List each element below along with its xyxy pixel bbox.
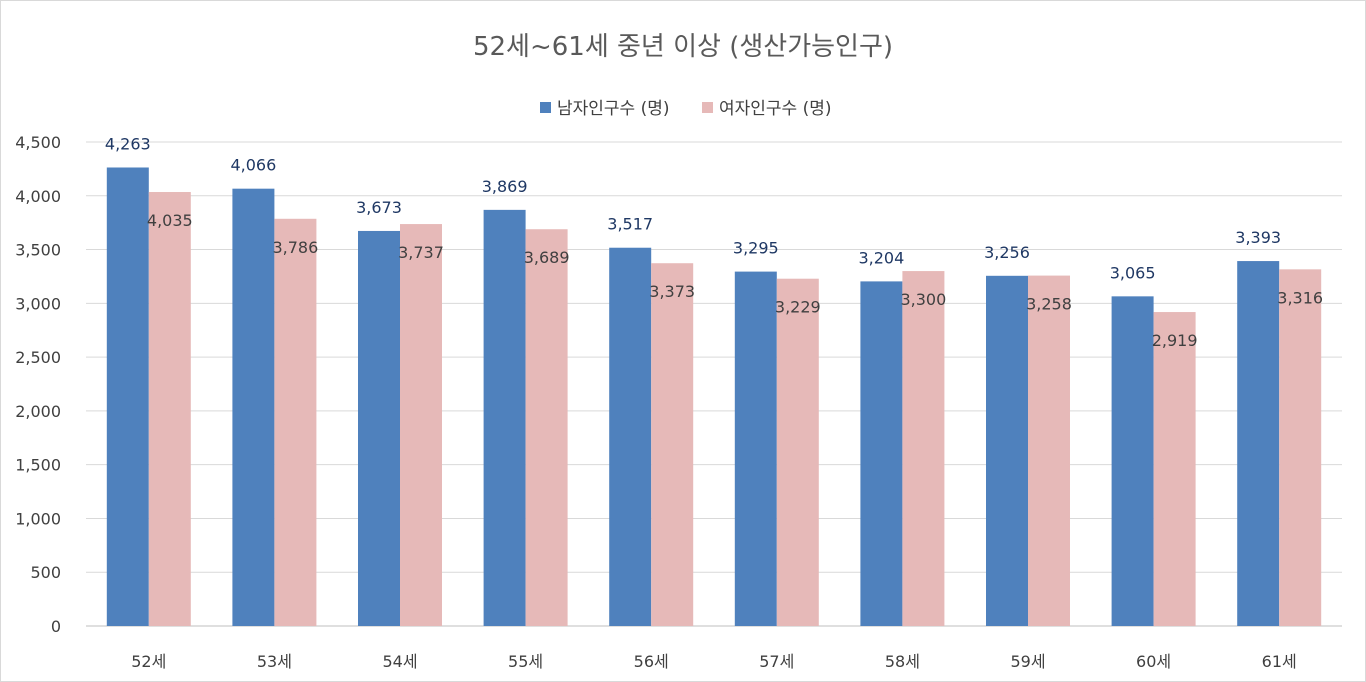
y-tick-label: 4,000 [15, 187, 61, 206]
legend-swatch-female [702, 102, 713, 113]
data-label-female: 3,258 [1026, 295, 1072, 314]
x-category-label: 59세 [1010, 652, 1045, 671]
bar-female [1028, 275, 1070, 626]
data-label-female: 3,689 [524, 248, 570, 267]
data-label-female: 4,035 [147, 211, 193, 230]
x-category-label: 52세 [131, 652, 166, 671]
data-label-female: 3,737 [398, 243, 444, 262]
data-label-male: 3,869 [482, 177, 528, 196]
x-category-label: 58세 [885, 652, 920, 671]
y-tick-label: 0 [51, 617, 61, 636]
legend-swatch-male [540, 102, 551, 113]
y-axis-ticks: 0 500 1,000 1,500 2,000 2,500 3,000 3,500 4,000 4… [15, 133, 61, 636]
data-label-female: 3,316 [1277, 288, 1323, 307]
bar-male [986, 275, 1028, 626]
legend-label-male: 남자인구수 (명) [557, 99, 670, 119]
data-label-female: 2,919 [1152, 331, 1198, 350]
y-tick-label: 2,000 [15, 402, 61, 421]
bars [106, 167, 1322, 627]
data-label-male: 3,673 [356, 198, 402, 217]
bar-male [860, 281, 903, 626]
x-category-label: 56세 [634, 652, 669, 671]
bar-female [651, 263, 694, 626]
bar-female [1153, 312, 1196, 626]
y-tick-label: 2,500 [15, 348, 61, 367]
x-category-label: 60세 [1136, 652, 1171, 671]
bar-male [358, 230, 400, 627]
data-label-female: 3,373 [649, 282, 695, 301]
y-tick-label: 3,000 [15, 294, 61, 313]
x-category-label: 53세 [257, 652, 292, 671]
bar-female [400, 224, 442, 627]
bar-male [609, 247, 652, 626]
x-category-label: 61세 [1262, 652, 1297, 671]
bar-male [483, 209, 526, 626]
data-label-female: 3,229 [775, 298, 821, 317]
x-axis-categories: 52세 53세 54세 55세 56세 57세 58세 59세 60세 61세 [131, 652, 1296, 671]
bar-male [232, 188, 275, 626]
bar-male [106, 167, 149, 626]
data-label-male: 3,517 [607, 215, 653, 234]
bar-male [1111, 296, 1154, 626]
bar-female [1279, 269, 1322, 626]
data-label-male: 4,066 [230, 156, 276, 175]
bar-female [902, 271, 945, 626]
legend-label-female: 여자인구수 (명) [719, 99, 832, 119]
data-label-male: 3,065 [1110, 263, 1156, 282]
data-label-male: 4,263 [105, 134, 151, 153]
y-tick-label: 500 [30, 563, 61, 582]
data-label-male: 3,295 [733, 239, 779, 258]
y-tick-label: 1,000 [15, 509, 61, 528]
data-label-male: 3,393 [1235, 228, 1281, 247]
bar-male [1237, 261, 1280, 626]
bar-female [776, 278, 819, 626]
x-category-label: 54세 [382, 652, 417, 671]
data-labels: 4,263 4,035 4,066 3,786 3,673 3,737 3,869 3,689… [105, 134, 1323, 350]
bar-female [274, 218, 317, 626]
y-tick-label: 1,500 [15, 456, 61, 475]
y-tick-label: 4,500 [15, 133, 61, 152]
data-label-female: 3,786 [272, 238, 318, 257]
data-label-male: 3,204 [858, 248, 904, 267]
bar-male [734, 271, 777, 626]
data-label-male: 3,256 [984, 243, 1030, 262]
legend: 남자인구수 (명) 여자인구수 (명) [540, 99, 832, 119]
chart-title: 52세~61세 중년 이상 (생산가능인구) [473, 32, 893, 62]
data-label-female: 3,300 [900, 290, 946, 309]
y-tick-label: 3,500 [15, 241, 61, 260]
x-category-label: 57세 [759, 652, 794, 671]
bar-female [525, 229, 568, 627]
x-category-label: 55세 [508, 652, 543, 671]
bar-female [148, 192, 191, 626]
